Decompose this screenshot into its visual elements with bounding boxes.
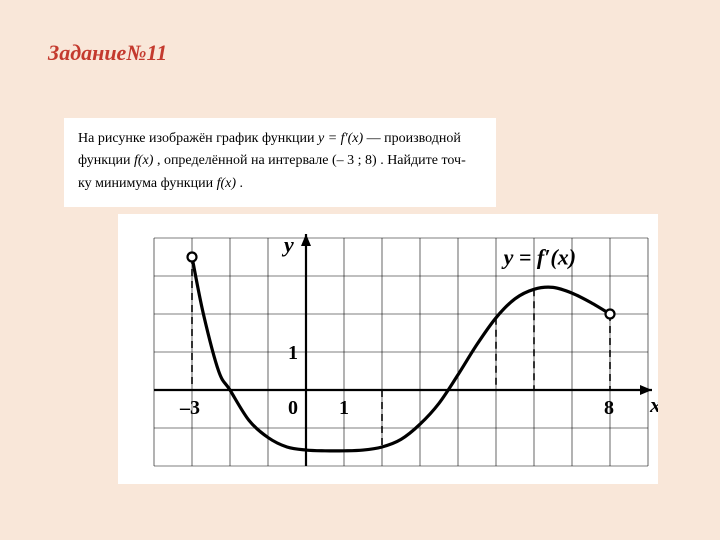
problem-text: . Найдите точ- <box>380 153 466 168</box>
problem-math-fx: f(x) <box>217 176 236 191</box>
function-graph: yx011–38y = f′(x) <box>118 214 658 484</box>
svg-text:1: 1 <box>339 397 349 419</box>
svg-text:–3: –3 <box>179 397 200 419</box>
problem-text: ку минимума функции <box>78 176 217 191</box>
graph-svg: yx011–38y = f′(x) <box>118 214 658 484</box>
svg-text:1: 1 <box>288 342 298 364</box>
problem-text: — производной <box>367 131 461 146</box>
problem-text: . <box>240 176 244 191</box>
problem-math-fx: f(x) <box>134 153 153 168</box>
task-title: Задание№11 <box>48 40 167 66</box>
problem-statement: На рисунке изображён график функции y = … <box>64 118 496 207</box>
problem-text: функции <box>78 153 134 168</box>
svg-text:8: 8 <box>604 397 614 419</box>
problem-text: , определённой на интервале <box>157 153 332 168</box>
svg-text:y = f′(x): y = f′(x) <box>501 245 576 270</box>
problem-text: На рисунке изображён график функции <box>78 131 318 146</box>
problem-interval: (– 3 ; 8) <box>332 153 377 168</box>
problem-math-yfpx: y = f′(x) <box>318 131 363 146</box>
svg-text:x: x <box>649 392 658 417</box>
svg-text:0: 0 <box>288 397 298 419</box>
